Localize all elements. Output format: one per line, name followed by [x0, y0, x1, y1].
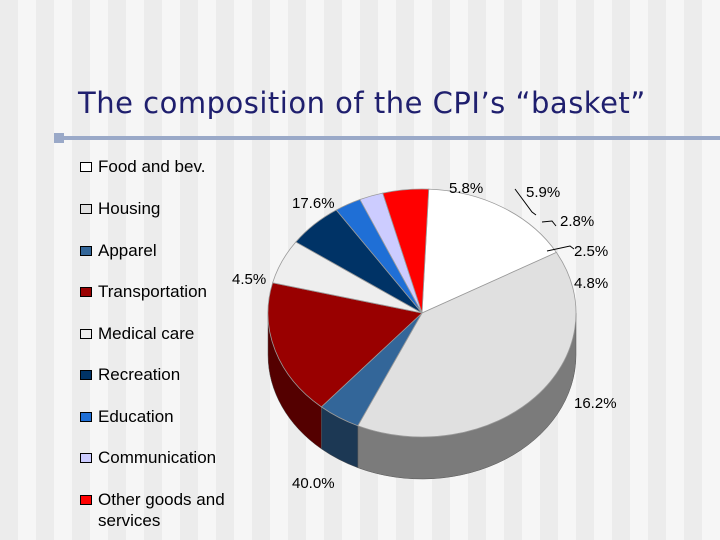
legend-swatch	[80, 370, 92, 380]
data-label: 17.6%	[292, 195, 335, 212]
legend-label: Housing	[98, 199, 161, 218]
legend-label: Other goods and services	[98, 490, 225, 530]
pie-slice	[382, 188, 430, 314]
leader-line	[514, 188, 537, 216]
data-label: 16.2%	[574, 395, 617, 412]
pie-slice	[267, 282, 423, 408]
data-label: 5.9%	[526, 184, 560, 201]
legend-item: Medical care	[80, 323, 248, 344]
legend-item: Transportation	[80, 281, 248, 302]
legend-item: Food and bev.	[80, 156, 248, 177]
data-label: 5.8%	[449, 180, 483, 197]
legend-label: Transportation	[98, 282, 207, 301]
data-label: 2.8%	[560, 213, 594, 230]
data-label: 2.5%	[574, 243, 608, 260]
legend-label: Recreation	[98, 365, 181, 384]
legend-item: Communication	[80, 447, 248, 468]
legend-item: Education	[80, 406, 248, 427]
data-label: 40.0%	[292, 475, 335, 492]
legend-item: Recreation	[80, 364, 248, 385]
legend-label: Medical care	[98, 324, 195, 343]
leader-line	[541, 220, 557, 227]
legend-swatch	[80, 412, 92, 422]
leader-line	[546, 245, 575, 252]
title-rule	[62, 136, 720, 140]
legend-item: Apparel	[80, 240, 248, 261]
pie-slices	[267, 188, 577, 438]
legend-swatch	[80, 204, 92, 214]
pie-slice	[421, 188, 557, 314]
data-label: 4.5%	[232, 271, 266, 288]
legend-label: Food and bev.	[98, 157, 206, 176]
legend-swatch	[80, 246, 92, 256]
legend-swatch	[80, 495, 92, 505]
legend-swatch	[80, 329, 92, 339]
legend-label: Education	[98, 407, 174, 426]
legend-swatch	[80, 287, 92, 297]
legend-label: Apparel	[98, 241, 157, 260]
legend-item: Housing	[80, 198, 248, 219]
pie-slice	[357, 251, 577, 438]
slide-title: The composition of the CPI’s “basket”	[78, 86, 646, 120]
legend-swatch	[80, 162, 92, 172]
title-rule-accent	[54, 133, 64, 143]
data-label: 4.8%	[574, 275, 608, 292]
legend-swatch	[80, 453, 92, 463]
legend-item: Other goods and services	[80, 489, 248, 531]
data-labels: 16.2% 40.0% 4.5% 17.6% 5.8% 5.9%2.8% 2.5% 4.8%	[232, 180, 617, 492]
legend-label: Communication	[98, 448, 217, 467]
